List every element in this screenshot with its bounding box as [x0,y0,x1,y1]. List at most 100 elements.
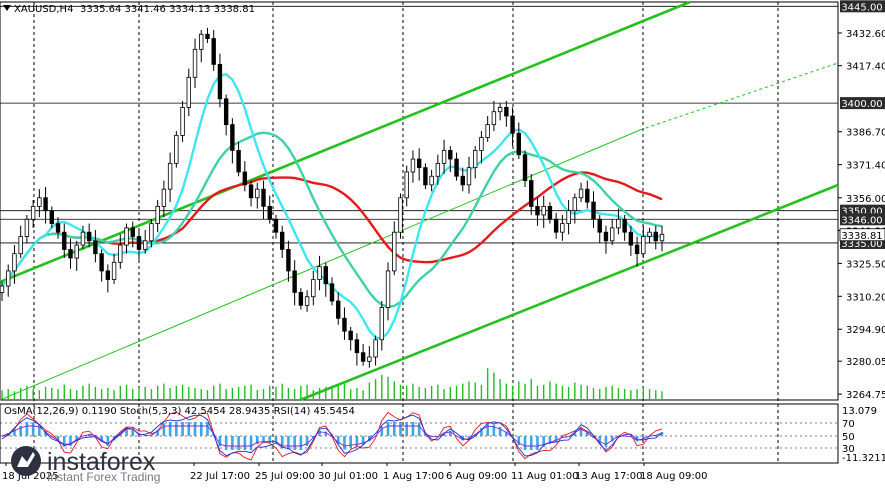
candle-body [634,244,640,255]
x-axis-tick-label: 18 Aug 09:00 [640,471,707,482]
candle-body [609,227,615,242]
candle-body [410,158,416,173]
indicator-scale-label: -11.3211 [842,453,885,464]
chart-ohlc-header: 3335.64 3341.46 3334.13 3338.81 [80,4,255,15]
candle-body [348,330,353,341]
candle-body [485,124,490,138]
candle-body [466,167,472,186]
price-panel-frame [0,1,839,401]
y-axis-tick-label: 3294.90 [846,325,885,336]
candle-body [292,270,297,293]
channel-lower-line [299,183,839,402]
candle-body [354,339,360,354]
candle-body [585,188,590,203]
candle-body [572,197,578,212]
candle-body [441,150,447,164]
y-axis-tick-label: 3264.75 [846,390,885,401]
x-axis-tick-label: 13 Aug 17:00 [575,471,642,482]
candle-body [0,285,5,293]
x-axis-tick-label: 1 Aug 17:00 [383,471,444,482]
candle-body [516,132,521,156]
x-axis-tick-label: 30 Jul 01:00 [318,471,378,482]
time-axis: 18 Jul 2025 22 Jul 17:00 25 Jul 09:00 30 Ju… [2,463,707,482]
candle-body [323,266,328,285]
candle-body [298,292,304,306]
candle-body [199,33,204,50]
y-axis-tick-label: 3371.40 [846,161,885,172]
candle-body [647,231,652,237]
candle-body [535,205,540,216]
stoch-main-line [1,414,663,457]
candle-body [641,236,646,255]
candle-body [379,307,385,341]
candle-body [130,227,135,237]
current-price-label: 3338.81 [841,231,882,242]
candle-body [149,223,154,242]
header-triangle-icon [3,5,11,11]
candle-body [497,107,503,113]
indicator-scale-label: 50 [842,432,855,443]
candle-body [6,270,11,287]
candle-body [255,188,260,199]
y-axis-tick-label: 3386.70 [846,128,885,139]
candle-body [603,231,609,242]
candle-body [80,231,86,246]
candle-body [460,175,465,186]
instaforex-logo: instaforex Instant Forex Trading [11,446,160,484]
y-axis-tick-label: 3280.05 [846,357,885,368]
candle-body [155,205,160,224]
indicator-scale-label: 70 [842,419,855,430]
candle-body [429,175,434,186]
candle-body [317,266,322,280]
candle-body [230,124,235,151]
candle-body [192,48,198,78]
candle-body [49,210,55,224]
candle-body [398,197,403,233]
candle-body [24,218,30,237]
candle-body [367,356,372,362]
candle-body [68,249,73,259]
candle-body [373,339,378,358]
candle-body [99,253,104,272]
indicator-scale-label: 13.079 [842,406,877,417]
candle-body [205,33,210,39]
candle-body [659,233,665,242]
x-axis-tick-label: 11 Aug 01:00 [511,471,578,482]
candle-body [43,197,48,212]
candle-body [30,205,36,220]
candlesticks [0,27,665,368]
indicator-scale-label: 30 [842,444,855,455]
level-label: 3445.00 [841,2,882,13]
candle-body [279,231,285,250]
indicator-panel-frame [0,403,839,464]
y-axis-tick-label: 3417.40 [846,62,885,73]
candle-body [93,240,98,255]
candle-body [167,162,173,190]
watermark-tagline: Instant Forex Trading [47,470,160,484]
candle-body [591,201,596,220]
candle-body [174,134,179,164]
candle-body [236,150,241,173]
x-axis-tick-label: 18 Jul 2025 [2,471,59,482]
candle-body [329,283,335,302]
candle-body [522,154,528,181]
candle-body [423,167,428,186]
candle-body [180,107,185,136]
candle-body [186,76,191,108]
ema-144-line [1,131,663,309]
chart-symbol-header: XAUUSD,H4 [14,4,73,15]
candle-body [448,150,453,160]
candle-body [74,244,79,259]
candle-body [143,240,148,250]
candle-body [161,188,167,207]
candle-body [473,150,478,169]
candle-body [392,231,397,272]
candle-body [311,279,316,298]
y-axis-tick-label: 3432.60 [846,29,885,40]
candle-body [286,249,291,272]
candle-body [479,137,484,151]
candle-body [553,218,559,233]
